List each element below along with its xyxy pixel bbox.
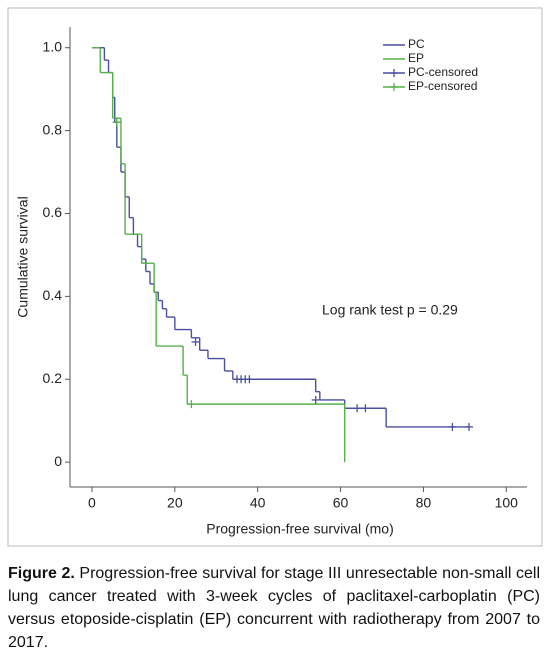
censor-mark — [464, 422, 473, 431]
censor-mark — [390, 83, 398, 91]
x-tick-label: 20 — [167, 495, 183, 511]
chart: Progression-free survival (mo) Cumulativ… — [7, 7, 543, 547]
censor-mark — [187, 400, 196, 409]
caption: Figure 2. Progression-free survival for … — [8, 562, 540, 654]
y-tick-label: 0 — [54, 453, 62, 469]
x-tick-label: 60 — [333, 495, 349, 511]
legend-label: PC — [408, 37, 425, 51]
censor-mark — [311, 395, 320, 404]
x-tick-label: 80 — [416, 495, 432, 511]
y-tick-label: 0.2 — [43, 370, 63, 386]
x-tick-label: 0 — [88, 495, 96, 511]
chart-frame — [7, 7, 543, 547]
x-tick-label: 100 — [495, 495, 519, 511]
y-tick-label: 0.8 — [43, 121, 63, 137]
caption-text: Progression-free survival for stage III … — [8, 565, 540, 651]
y-tick-label: 0.4 — [43, 287, 63, 303]
legend-label: EP-censored — [408, 79, 477, 93]
censor-mark — [191, 337, 200, 346]
y-tick-label: 1.0 — [43, 38, 63, 54]
x-tick-label: 40 — [250, 495, 266, 511]
censor-mark — [112, 118, 121, 127]
censor-mark — [245, 375, 254, 384]
legend-label: EP — [408, 51, 424, 65]
censor-mark — [353, 404, 362, 413]
censor-mark — [390, 69, 398, 77]
y-tick-label: 0.6 — [43, 204, 63, 220]
legend-label: PC-censored — [408, 65, 478, 79]
censor-mark — [448, 422, 457, 431]
y-axis-label: Cumulative survival — [15, 196, 31, 317]
censor-mark — [361, 404, 370, 413]
annotation: Log rank test p = 0.29 — [322, 302, 458, 318]
caption-label: Figure 2. — [8, 565, 75, 582]
x-axis-label: Progression-free survival (mo) — [206, 521, 394, 537]
